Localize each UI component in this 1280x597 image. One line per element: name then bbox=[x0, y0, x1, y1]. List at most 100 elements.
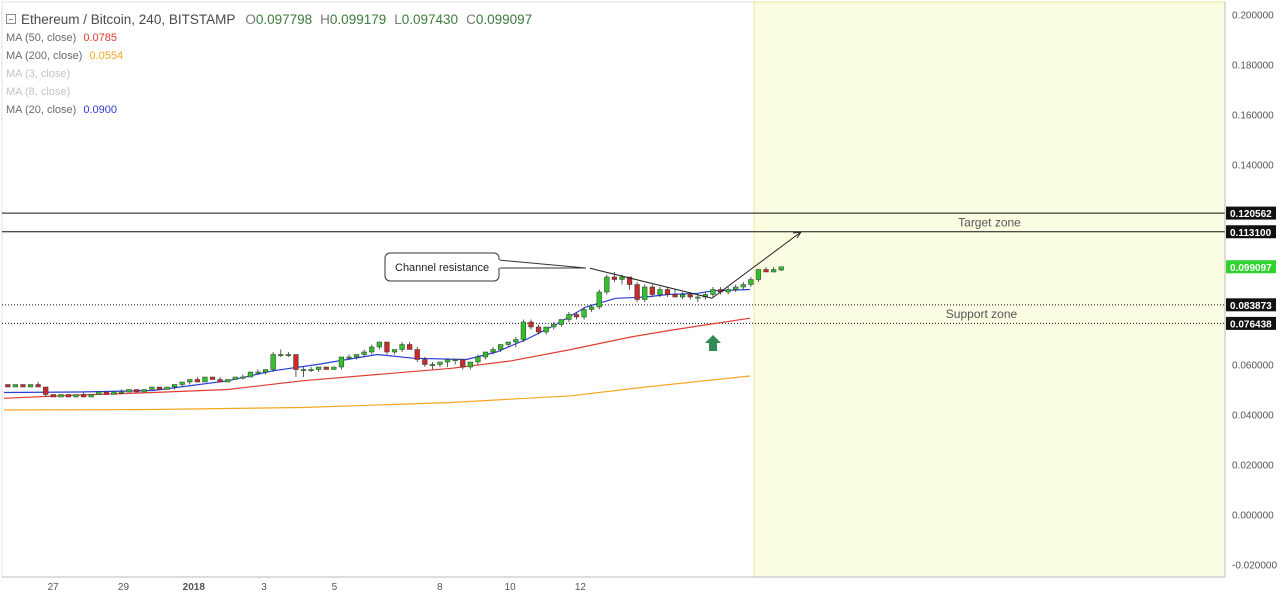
candle-body bbox=[414, 349, 420, 360]
price-tick-label: 0.040000 bbox=[1232, 411, 1274, 422]
candle bbox=[58, 394, 64, 398]
collapse-legend-icon[interactable] bbox=[6, 14, 16, 24]
candle bbox=[50, 394, 56, 398]
symbol-title[interactable]: Ethereum / Bitcoin, 240, BITSTAMP bbox=[21, 11, 236, 27]
price-tick-label: 0.000000 bbox=[1232, 511, 1274, 522]
forecast-area bbox=[753, 1, 1226, 578]
badge-text: 0.120562 bbox=[1230, 209, 1272, 220]
candle-body bbox=[566, 314, 572, 320]
indicator-ma-8[interactable]: MA (8, close) bbox=[6, 83, 532, 101]
ma-line bbox=[3, 375, 751, 411]
candle bbox=[308, 367, 314, 372]
candle bbox=[118, 389, 125, 395]
indicator-ma-50[interactable]: MA (50, close) 0.0785 bbox=[6, 29, 532, 47]
candle-body bbox=[58, 394, 64, 398]
candle-body bbox=[740, 284, 746, 288]
candle-body bbox=[255, 371, 261, 374]
badge-text: 0.099097 bbox=[1230, 263, 1272, 274]
candle bbox=[187, 379, 193, 385]
candle-body bbox=[399, 344, 405, 350]
candle-body bbox=[482, 351, 489, 358]
candle-body bbox=[293, 354, 299, 370]
candle bbox=[725, 287, 731, 295]
candle-body bbox=[513, 339, 519, 343]
candle-body bbox=[308, 369, 314, 371]
callout-joint bbox=[497, 260, 500, 268]
candle bbox=[209, 376, 216, 380]
candle bbox=[490, 347, 496, 355]
indicator-ma-200[interactable]: MA (200, close) 0.0554 bbox=[6, 47, 532, 65]
projection-arrowhead bbox=[792, 231, 802, 239]
candle-body bbox=[134, 389, 140, 393]
candle-body bbox=[65, 394, 72, 398]
candle bbox=[391, 349, 398, 355]
indicator-name: MA (50, close) bbox=[6, 32, 77, 44]
candle-body bbox=[452, 359, 458, 361]
candle bbox=[262, 369, 269, 375]
candle-body bbox=[725, 289, 731, 293]
candle-body bbox=[664, 289, 671, 295]
close-key: C bbox=[466, 11, 476, 27]
candle-body bbox=[695, 296, 701, 299]
candle bbox=[164, 386, 170, 390]
candle-body bbox=[596, 291, 602, 308]
candle bbox=[126, 389, 132, 393]
candle bbox=[604, 274, 610, 295]
candle-body bbox=[278, 354, 284, 356]
candle-body bbox=[331, 366, 337, 370]
time-tick-label: 2018 bbox=[183, 582, 206, 593]
candle-body bbox=[361, 351, 367, 355]
indicator-ma-20[interactable]: MA (20, close) 0.0900 bbox=[6, 101, 532, 119]
indicator-ma-3[interactable]: MA (3, close) bbox=[6, 65, 532, 83]
candle bbox=[551, 322, 557, 330]
candle-body bbox=[111, 391, 117, 395]
indicator-name: MA (200, close) bbox=[6, 50, 83, 62]
candle bbox=[475, 354, 481, 365]
candle bbox=[65, 394, 72, 398]
price-tick-label: 0.200000 bbox=[1232, 11, 1274, 22]
candle-body bbox=[558, 319, 564, 325]
candle-body bbox=[755, 269, 762, 280]
candle-body bbox=[285, 354, 291, 356]
candle bbox=[156, 386, 163, 390]
candle-body bbox=[346, 356, 352, 359]
candle bbox=[338, 356, 345, 370]
candle bbox=[444, 359, 451, 367]
candle-body bbox=[353, 354, 360, 358]
candle-body bbox=[657, 289, 663, 295]
candle-body bbox=[672, 294, 678, 298]
price-tick-label: 0.060000 bbox=[1232, 361, 1274, 372]
candle bbox=[581, 307, 587, 320]
candle-body bbox=[551, 324, 557, 328]
time-tick-label: 3 bbox=[261, 582, 267, 593]
candle bbox=[710, 287, 716, 297]
candle-body bbox=[384, 341, 390, 353]
candle-body bbox=[141, 389, 147, 393]
low-value: 0.097430 bbox=[401, 11, 459, 27]
candle bbox=[103, 391, 109, 395]
candle bbox=[316, 366, 322, 372]
candle-body bbox=[247, 371, 254, 378]
candle bbox=[778, 266, 784, 271]
candle bbox=[376, 341, 382, 350]
candle-body bbox=[642, 286, 648, 300]
candle-body bbox=[422, 359, 428, 365]
candle bbox=[664, 287, 671, 297]
candle bbox=[520, 319, 527, 342]
badge-bg bbox=[1226, 225, 1276, 239]
callout-pointer bbox=[497, 259, 587, 269]
candle-body bbox=[103, 391, 109, 395]
badge-bg bbox=[1226, 298, 1276, 312]
price-level-badge: 0.083873 bbox=[1226, 298, 1276, 312]
indicator-value: 0.0785 bbox=[83, 32, 117, 44]
channel-trendline bbox=[589, 267, 713, 299]
candle-body bbox=[81, 394, 87, 398]
candle-body bbox=[20, 384, 26, 388]
candle bbox=[353, 354, 360, 360]
candle bbox=[278, 349, 284, 357]
candle bbox=[763, 267, 769, 273]
candle bbox=[558, 319, 564, 327]
candle-body bbox=[619, 276, 625, 280]
candle bbox=[73, 394, 79, 398]
